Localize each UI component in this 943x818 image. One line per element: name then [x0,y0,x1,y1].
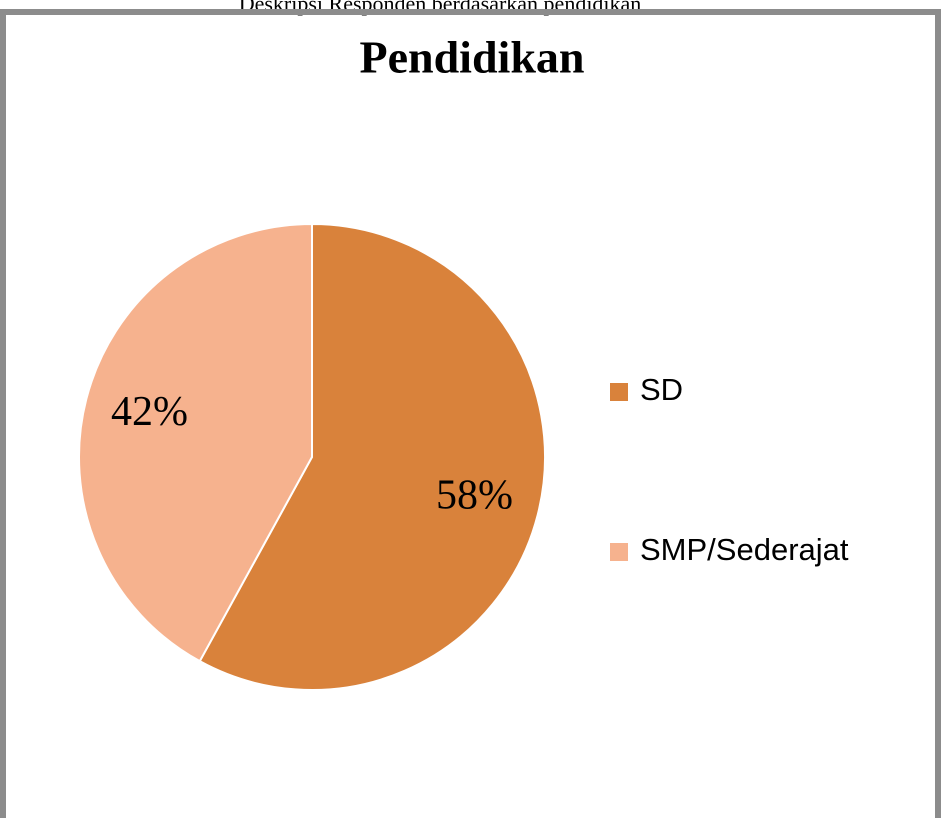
data-label: 58% [436,472,513,518]
data-label: 42% [111,389,188,435]
legend-swatch [610,383,628,401]
chart-title: Pendidikan [360,32,585,83]
legend-label: SMP/Sederajat [640,532,849,567]
chart-border [0,9,941,818]
legend-label: SD [640,372,683,407]
pie-slice [198,222,546,691]
legend-swatch [610,543,628,561]
pie-slice [78,222,313,663]
